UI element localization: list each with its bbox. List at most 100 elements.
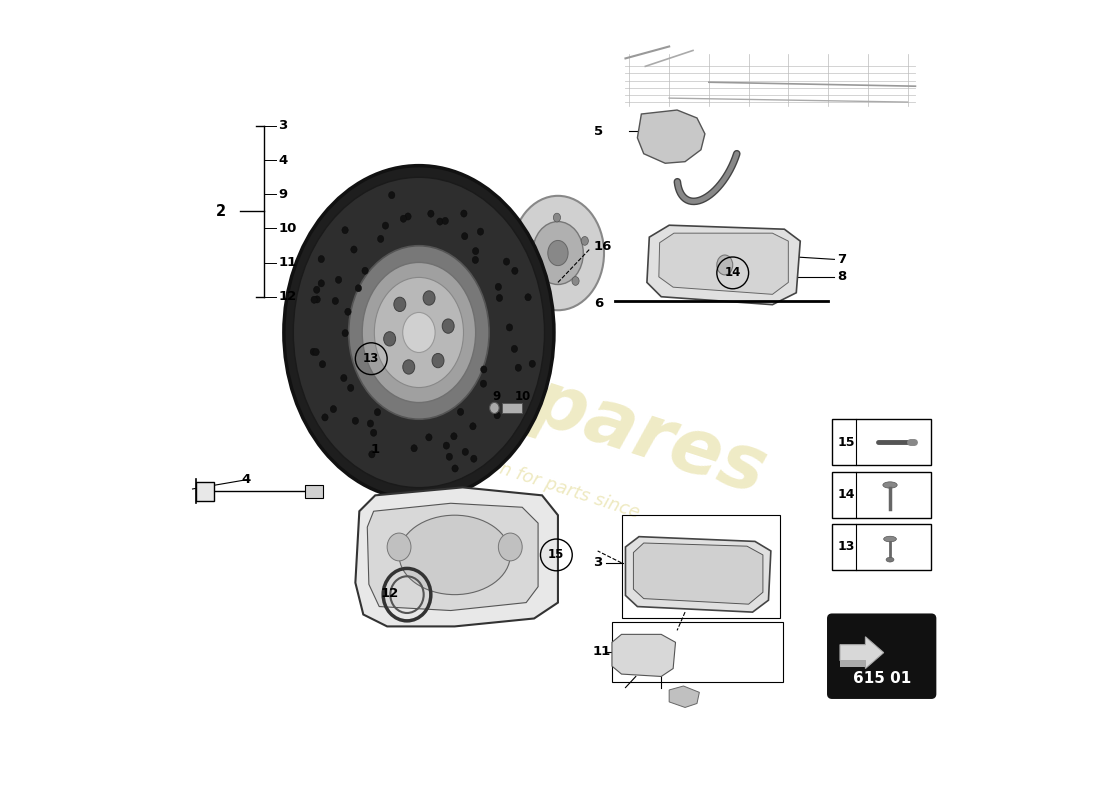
Ellipse shape	[437, 218, 443, 225]
Ellipse shape	[451, 433, 458, 440]
Ellipse shape	[581, 237, 589, 246]
Polygon shape	[626, 537, 771, 612]
Text: eurospares: eurospares	[293, 290, 776, 510]
Ellipse shape	[311, 296, 317, 303]
Ellipse shape	[471, 455, 477, 462]
Ellipse shape	[371, 429, 377, 436]
Ellipse shape	[477, 228, 484, 235]
Ellipse shape	[432, 354, 444, 368]
Ellipse shape	[383, 222, 388, 229]
Ellipse shape	[512, 346, 518, 353]
Text: a passion for parts since: a passion for parts since	[427, 437, 641, 522]
Ellipse shape	[411, 445, 417, 452]
Text: 13: 13	[363, 352, 379, 365]
Bar	[832, 471, 932, 518]
Ellipse shape	[717, 255, 733, 275]
Ellipse shape	[310, 348, 317, 355]
Ellipse shape	[515, 364, 521, 371]
Ellipse shape	[887, 558, 894, 562]
Ellipse shape	[403, 313, 436, 353]
Text: 1: 1	[370, 442, 379, 456]
Ellipse shape	[399, 515, 510, 594]
FancyBboxPatch shape	[828, 614, 935, 698]
Text: 4: 4	[242, 473, 251, 486]
Text: 10: 10	[278, 222, 297, 235]
Ellipse shape	[377, 235, 384, 242]
Polygon shape	[840, 637, 883, 669]
Ellipse shape	[312, 349, 319, 356]
Text: 10: 10	[515, 390, 530, 402]
Ellipse shape	[527, 239, 535, 248]
Ellipse shape	[504, 258, 509, 265]
Ellipse shape	[351, 246, 358, 253]
Polygon shape	[612, 634, 675, 677]
Ellipse shape	[314, 286, 320, 294]
Ellipse shape	[387, 533, 411, 561]
Ellipse shape	[342, 330, 349, 337]
Text: 4: 4	[278, 154, 287, 166]
Ellipse shape	[374, 409, 381, 416]
Ellipse shape	[553, 214, 561, 222]
Ellipse shape	[355, 285, 362, 292]
Polygon shape	[669, 686, 700, 707]
Text: 15: 15	[548, 549, 564, 562]
Ellipse shape	[332, 298, 339, 305]
Ellipse shape	[512, 267, 518, 274]
Text: 2: 2	[216, 204, 225, 219]
Text: 13: 13	[837, 541, 855, 554]
Ellipse shape	[512, 196, 604, 310]
Ellipse shape	[426, 434, 432, 441]
Ellipse shape	[388, 191, 395, 198]
Ellipse shape	[442, 218, 449, 225]
Ellipse shape	[883, 536, 896, 542]
Ellipse shape	[494, 412, 501, 419]
Text: 3: 3	[593, 556, 602, 570]
Ellipse shape	[506, 324, 513, 331]
Ellipse shape	[384, 332, 396, 346]
Ellipse shape	[443, 442, 450, 449]
Ellipse shape	[344, 308, 351, 315]
Ellipse shape	[529, 360, 536, 367]
Text: 14: 14	[837, 488, 855, 501]
Ellipse shape	[362, 262, 475, 402]
Ellipse shape	[538, 278, 546, 286]
Ellipse shape	[319, 361, 326, 368]
Ellipse shape	[525, 294, 531, 301]
Text: 9: 9	[493, 390, 502, 402]
Ellipse shape	[442, 319, 454, 334]
Text: 11: 11	[278, 256, 297, 269]
Ellipse shape	[322, 414, 328, 421]
Polygon shape	[647, 226, 801, 305]
Ellipse shape	[318, 280, 324, 287]
Ellipse shape	[447, 453, 452, 460]
Ellipse shape	[374, 278, 463, 387]
Ellipse shape	[470, 422, 476, 430]
Polygon shape	[659, 233, 789, 294]
Text: 14: 14	[725, 266, 741, 279]
Ellipse shape	[532, 222, 583, 285]
Bar	[832, 419, 932, 465]
Ellipse shape	[461, 210, 468, 217]
Polygon shape	[637, 110, 705, 163]
Ellipse shape	[490, 402, 499, 414]
Bar	[832, 524, 932, 570]
Bar	[612, 622, 783, 682]
Ellipse shape	[883, 482, 898, 488]
Polygon shape	[355, 487, 558, 626]
Ellipse shape	[342, 226, 349, 234]
Ellipse shape	[572, 277, 579, 286]
Ellipse shape	[462, 448, 469, 455]
Ellipse shape	[341, 374, 346, 382]
Ellipse shape	[294, 178, 544, 488]
Ellipse shape	[428, 210, 435, 218]
Ellipse shape	[452, 465, 459, 472]
Ellipse shape	[462, 233, 468, 240]
Ellipse shape	[458, 408, 464, 415]
Text: 12: 12	[278, 290, 297, 303]
Ellipse shape	[284, 166, 554, 499]
Bar	[306, 485, 322, 498]
Text: 615 01: 615 01	[852, 670, 911, 686]
Ellipse shape	[367, 420, 374, 427]
Bar	[503, 403, 522, 413]
Polygon shape	[634, 543, 763, 604]
